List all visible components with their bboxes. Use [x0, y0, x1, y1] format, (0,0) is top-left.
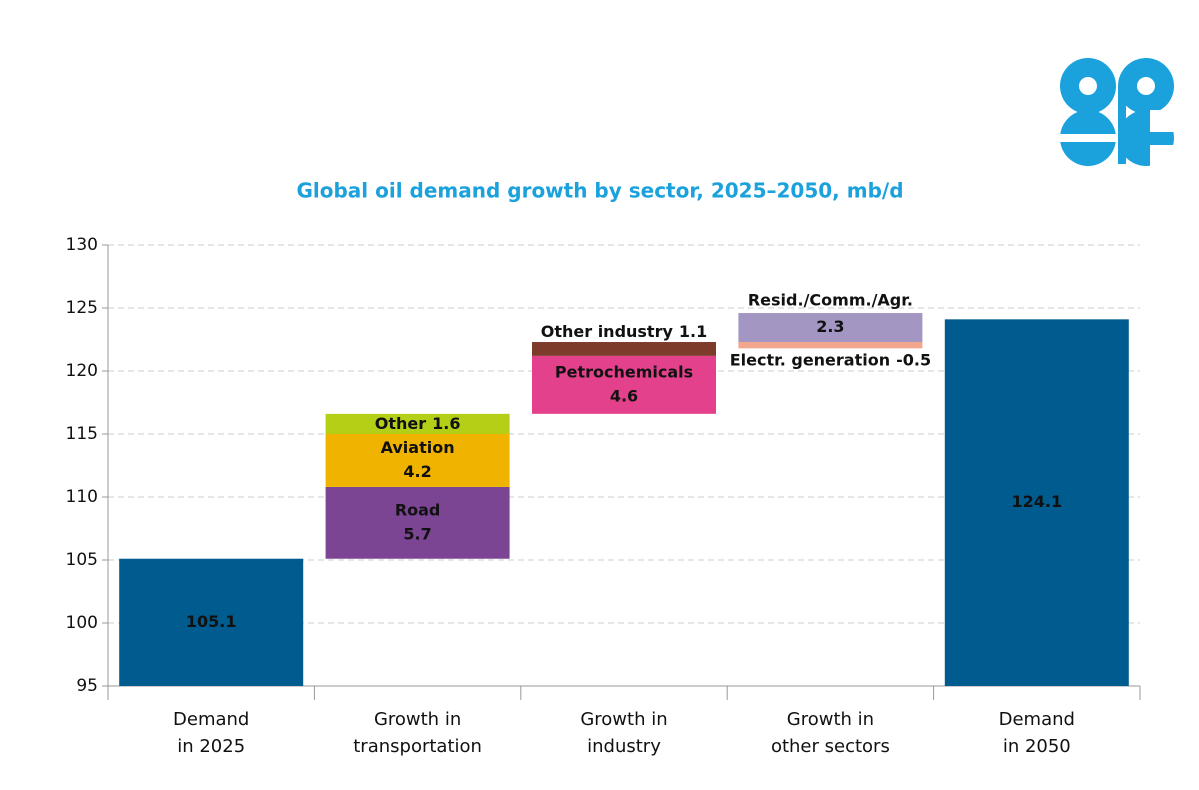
- segment: [325, 434, 510, 487]
- segment-value: 2.3: [816, 317, 844, 336]
- x-tick-label: in 2025: [177, 736, 245, 757]
- x-tick-label: Growth in: [580, 709, 667, 730]
- x-tick-label: other sectors: [771, 736, 890, 757]
- segment-value: 1.6: [432, 413, 460, 432]
- segment-name: Aviation: [381, 438, 455, 457]
- x-tick-label: industry: [587, 736, 661, 757]
- x-tick-label: Growth in: [787, 709, 874, 730]
- segment-label: Other industry 1.1: [541, 322, 708, 341]
- chart-title: Global oil demand growth by sector, 2025…: [296, 179, 903, 203]
- y-tick-label: 105: [66, 550, 98, 570]
- segment-label: Other 1.6: [375, 413, 461, 432]
- segment-name: Electr. generation: [730, 350, 890, 369]
- bar: [944, 319, 1129, 686]
- segment: [738, 313, 923, 343]
- y-tick-label: 95: [76, 676, 98, 696]
- y-tick-label: 115: [66, 424, 98, 444]
- value-label: 124.1: [1011, 492, 1062, 511]
- y-tick-label: 100: [66, 613, 98, 633]
- x-tick-label: in 2050: [1003, 736, 1071, 757]
- x-tick-label: transportation: [353, 736, 482, 757]
- y-tick-label: 110: [66, 487, 98, 507]
- segment-name: Petrochemicals: [555, 362, 693, 381]
- segment-value: 4.6: [610, 386, 638, 405]
- y-tick-label: 130: [66, 235, 98, 255]
- segment-label: Electr. generation -0.5: [730, 350, 931, 369]
- y-tick-label: 120: [66, 361, 98, 381]
- segment: [738, 342, 923, 349]
- segment-value: 5.7: [403, 524, 431, 543]
- segment: [532, 342, 716, 356]
- segment-name: Other: [375, 413, 426, 432]
- logo: [1060, 58, 1180, 167]
- value-label: 105.1: [186, 612, 237, 631]
- segment-value: 1.1: [679, 322, 707, 341]
- x-tick-label: Demand: [999, 709, 1075, 730]
- segment: [532, 355, 716, 414]
- x-tick-label: Growth in: [374, 709, 461, 730]
- segment: [325, 413, 510, 434]
- x-tick-label: Demand: [173, 709, 249, 730]
- bar: [119, 558, 304, 686]
- segment-name: Road: [395, 500, 441, 519]
- y-tick-label: 125: [66, 298, 98, 318]
- segment-value: -0.5: [896, 350, 931, 369]
- segment-value: 4.2: [403, 462, 431, 481]
- segment-name: Other industry: [541, 322, 674, 341]
- segment: [325, 486, 510, 559]
- segment-name: Resid./Comm./Agr.: [748, 291, 913, 310]
